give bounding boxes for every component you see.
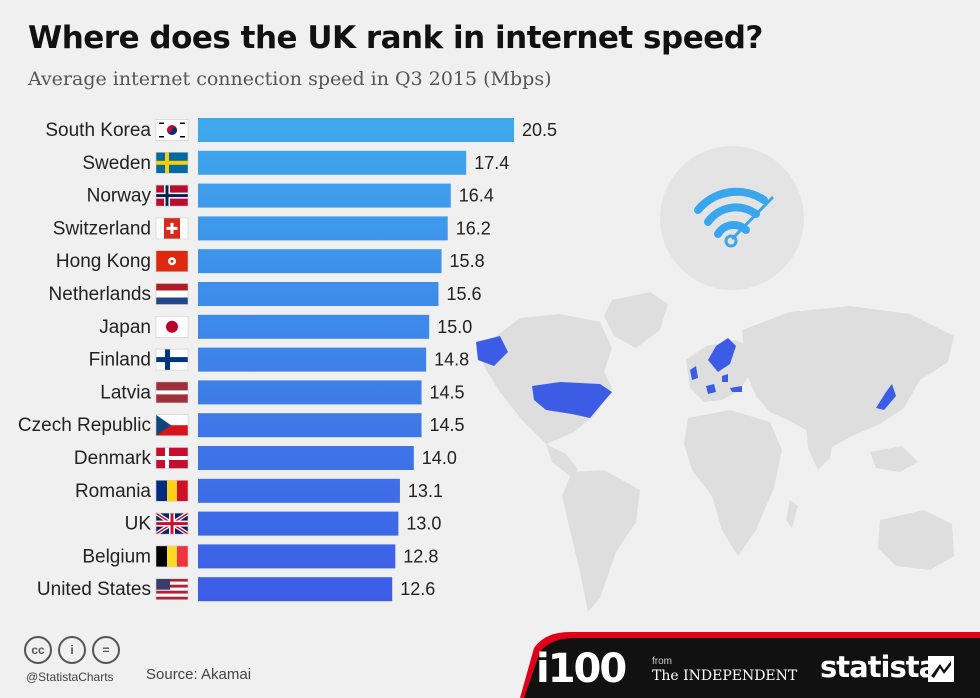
category-label-sweden: Sweden (82, 153, 151, 174)
value-label-hong-kong: 15.8 (450, 251, 485, 271)
chart-subtitle: Average internet connection speed in Q3 … (28, 68, 552, 90)
value-label-uk: 13.0 (406, 514, 441, 534)
hong-kong-flag-icon (155, 250, 189, 272)
value-label-latvia: 14.5 (430, 382, 465, 402)
value-label-belgium: 12.8 (403, 546, 438, 566)
bar-japan (198, 314, 430, 339)
bar-south-korea (198, 118, 514, 142)
category-label-japan: Japan (99, 317, 151, 338)
value-label-japan: 15.0 (437, 317, 472, 337)
bar-united-states (198, 577, 393, 602)
bar-denmark (198, 446, 414, 470)
south-korea-flag-icon (155, 119, 189, 141)
independent-logo: The INDEPENDENT (652, 668, 798, 684)
cc-license-icon: cc (24, 636, 52, 664)
value-label-netherlands: 15.6 (446, 284, 481, 304)
footer-left: cc i = @StatistaCharts Source: Akamai (24, 636, 324, 696)
japan-flag-icon (155, 315, 189, 338)
category-label-netherlands: Netherlands (49, 284, 151, 305)
category-label-finland: Finland (89, 350, 151, 371)
statista-mark-icon (928, 656, 954, 682)
no-derivatives-icon: = (92, 636, 120, 664)
chart-title: Where does the UK rank in internet speed… (28, 20, 763, 56)
romania-flag-icon (155, 479, 189, 502)
bar-switzerland (198, 216, 448, 241)
wifi-speedometer-icon (660, 146, 804, 290)
value-label-denmark: 14.0 (422, 448, 457, 468)
from-label: from (652, 656, 672, 667)
category-label-switzerland: Switzerland (53, 218, 151, 239)
netherlands-flag-icon (155, 283, 189, 305)
value-label-norway: 16.4 (459, 186, 494, 206)
sweden-flag-icon (155, 152, 189, 174)
attribution-icon: i (58, 636, 86, 664)
bar-norway (198, 183, 451, 208)
bar-belgium (198, 544, 396, 569)
value-label-sweden: 17.4 (474, 153, 509, 173)
twitter-handle: @StatistaCharts (26, 670, 114, 684)
category-label-denmark: Denmark (74, 448, 152, 469)
category-label-belgium: Belgium (82, 546, 151, 567)
category-label-romania: Romania (75, 481, 151, 502)
norway-flag-icon (155, 184, 189, 207)
value-label-united-states: 12.6 (400, 579, 435, 599)
value-label-switzerland: 16.2 (456, 218, 491, 238)
switzerland-flag-icon (155, 217, 189, 240)
statista-logo: statista (820, 650, 938, 684)
bar-hong-kong (198, 249, 442, 274)
value-label-romania: 13.1 (408, 481, 443, 501)
category-label-hong-kong: Hong Kong (56, 251, 151, 272)
value-label-south-korea: 20.5 (522, 120, 557, 140)
value-label-finland: 14.8 (434, 350, 469, 370)
uk-flag-icon (154, 511, 190, 536)
latvia-flag-icon (155, 381, 189, 404)
denmark-flag-icon (155, 447, 189, 469)
bar-czech-republic (198, 413, 422, 438)
bar-romania (198, 478, 400, 503)
value-label-czech-republic: 14.5 (430, 415, 465, 435)
category-label-norway: Norway (87, 186, 152, 207)
bar-finland (198, 347, 427, 372)
i100-logo: i100 (536, 646, 627, 692)
czech-republic-flag-icon (155, 414, 189, 437)
finland-flag-icon (155, 348, 189, 371)
bar-latvia (198, 380, 422, 405)
bar-netherlands (198, 282, 439, 306)
category-label-south-korea: South Korea (45, 120, 151, 141)
united-states-flag-icon (155, 578, 189, 601)
category-label-latvia: Latvia (100, 382, 151, 403)
bar-uk (198, 511, 399, 536)
category-label-uk: UK (125, 514, 152, 535)
belgium-flag-icon (155, 545, 189, 568)
category-label-czech-republic: Czech Republic (18, 415, 151, 436)
category-label-united-states: United States (37, 579, 151, 600)
source-note: Source: Akamai (146, 666, 252, 683)
bar-sweden (198, 150, 467, 175)
